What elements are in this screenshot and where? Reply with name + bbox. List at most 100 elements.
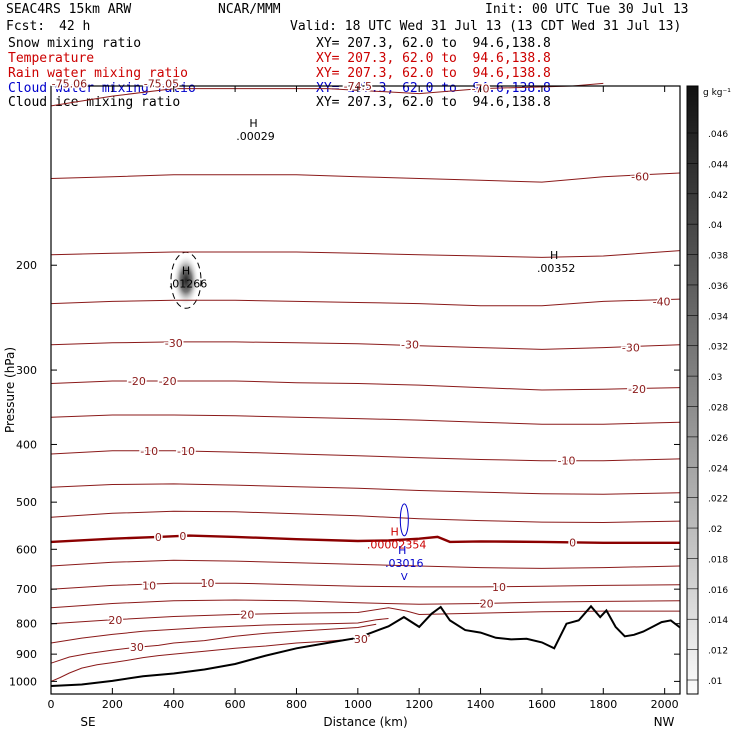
temperature-contour-15 [50,618,389,644]
colorbar-tick-label-5: .02 [708,525,722,535]
terrain-profile [50,604,681,687]
contour-label-10: -20 [159,375,177,388]
colorbar-tick-label-16: .042 [708,191,728,201]
contour-label-11: -20 [628,383,646,396]
contour-label-19: 10 [200,577,214,590]
cloud-water-contour [399,503,409,537]
max-marker-3: H [391,525,399,538]
colorbar-tick-label-17: .044 [708,160,728,170]
colorbar-tick-label-3: .016 [708,586,728,596]
y-tick-label-5: 700 [16,583,37,596]
max-value-4: .03016 [385,557,424,570]
colorbar-tick-label-11: .032 [708,343,728,353]
snow-max-shading [173,254,200,307]
contour-label-24: 30 [130,641,144,654]
colorbar-tick-label-8: .026 [708,434,728,444]
colorbar-tick-label-14: .038 [708,252,728,262]
fcst-label: Fcst: [6,19,46,34]
colorbar-tick-label-9: .028 [708,404,728,414]
x-tick-label-10: 2000 [651,698,679,711]
plot-border [50,85,681,695]
valid-time: Valid: 18 UTC Wed 31 Jul 13 (13 CDT Wed … [290,19,682,34]
field-name-cloud-water: Cloud water mixing ratio [8,81,196,96]
contour-label-16: 0 [179,530,186,543]
y-tick-label-8: 1000 [9,675,37,688]
y-tick-label-6: 800 [16,618,37,631]
model-title: SEAC4RS 15km ARW [6,2,132,17]
y-tick-label-3: 500 [16,496,37,509]
contour-label-7: -30 [401,339,419,352]
temperature-contour-9 [50,510,681,524]
colorbar-tick-label-13: .036 [708,282,728,292]
x-tick-label-1: 200 [102,698,123,711]
field-name-rain: Rain water mixing ratio [8,66,189,81]
contour-label-8: -30 [622,342,640,355]
temperature-contour-17 [50,635,371,682]
fcst-value: 42 h [59,19,91,34]
colorbar-tick-label-15: .04 [708,221,723,231]
max-marker-4: H [398,544,406,557]
field-name-snow: Snow mixing ratio [8,36,142,51]
max-value-2: .00352 [537,262,576,275]
temperature-contour-12 [50,582,681,590]
contour-label-4: -60 [631,171,649,184]
colorbar-tick-label-7: .024 [708,464,728,474]
y-tick-label-1: 300 [16,364,37,377]
field-xy-temperature: XY= 207.3, 62.0 to 94.6,138.8 [316,51,551,66]
y-axis-label: Pressure (hPa) [3,347,17,433]
colorbar-tick-label-12: .034 [708,312,728,322]
x-tick-label-9: 1800 [589,698,617,711]
colorbar-tick-label-1: .012 [708,647,728,657]
field-name-temperature: Temperature [8,51,95,66]
contour-label-18: 10 [142,579,156,592]
colorbar-tick-label-4: .018 [708,555,728,565]
contour-label-13: -10 [177,445,195,458]
temperature-contour-4 [50,341,681,350]
temperature-contour-6 [50,414,681,425]
colorbar-tick-label-2: .014 [708,616,728,626]
temperature-contour-1 [50,172,681,183]
y-tick-label-7: 900 [16,648,37,661]
terrain-line [50,604,681,687]
colorbar-unit: g kg⁻¹ [703,88,731,98]
max-value-3: .00002354 [367,538,427,551]
x-tick-label-8: 1600 [528,698,556,711]
x-tick-label-3: 600 [225,698,246,711]
endpoint-left-label: SE [80,715,95,729]
plot-frame [50,85,681,695]
contour-label-12: -10 [140,445,158,458]
contour-label-21: 20 [108,614,122,627]
max-marker-0: H [249,117,257,130]
contour-labels: -70-75.06 -75.05 -74.5-60-40-30 -30 -30-20 -2… [50,76,672,656]
x-tick-label-0: 0 [48,698,55,711]
temperature-contours [50,82,681,682]
temperature-contour-16 [50,623,377,664]
temperature-contour-8 [50,483,681,495]
x-axis-label: Distance (km) [323,715,407,729]
field-xy-rain: XY= 207.3, 62.0 to 94.6,138.8 [316,66,551,81]
temperature-contour-5 [50,380,681,391]
y-tick-label-2: 400 [16,438,37,451]
max-marker-2: H [550,249,558,262]
contour-label-9: -20 [128,375,146,388]
contour-label-15: 0 [155,531,162,544]
temperature-contour-10 [50,534,680,544]
colorbar-tick-label-0: .01 [708,677,722,687]
contour-label-25: 30 [354,633,368,646]
temperature-contour-13 [50,599,681,609]
temperature-contour-0 [50,82,604,107]
axes: 0 200 400 600 800 1000 1200 1400 1600 1800 2000200… [3,86,680,729]
max-value-1: .01266 [169,277,208,290]
temperature-contour-14 [50,607,680,625]
temperature-contour-11 [50,559,681,569]
contour-label-17: 0 [569,536,576,549]
colorbar-tick-label-6: .022 [708,495,728,505]
contour-label-5: -40 [653,295,671,308]
max-value-0: .00029 [236,130,275,143]
x-tick-label-4: 800 [286,698,307,711]
field-xy-cloud-ice: XY= 207.3, 62.0 to 94.6,138.8 [316,95,551,110]
contour-label-1: -75.06 [52,77,87,90]
colorbar-scale [686,85,699,695]
colorbar: .01 .012 .014 .016 .018 .02 .022 .024 .026 .028 .0… [686,85,731,695]
